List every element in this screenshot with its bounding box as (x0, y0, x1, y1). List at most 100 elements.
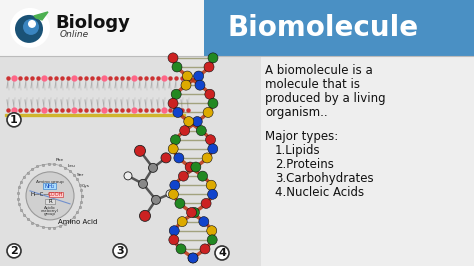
Circle shape (28, 20, 36, 28)
FancyBboxPatch shape (44, 183, 56, 189)
Circle shape (187, 207, 197, 218)
Text: Amino Acid: Amino Acid (58, 219, 98, 225)
FancyBboxPatch shape (45, 198, 55, 204)
Text: Amino group: Amino group (36, 180, 64, 184)
Circle shape (190, 207, 200, 218)
Circle shape (194, 71, 204, 81)
Circle shape (198, 171, 208, 181)
Circle shape (152, 195, 161, 204)
Circle shape (174, 153, 184, 163)
Circle shape (171, 135, 181, 145)
Circle shape (7, 244, 21, 258)
Circle shape (208, 189, 218, 199)
Text: Ser: Ser (77, 173, 84, 177)
Text: Online: Online (60, 30, 89, 39)
Circle shape (23, 19, 39, 35)
Circle shape (182, 71, 192, 81)
FancyBboxPatch shape (0, 0, 204, 56)
Circle shape (148, 163, 157, 172)
FancyBboxPatch shape (261, 56, 474, 266)
Text: Phe: Phe (55, 158, 64, 162)
Circle shape (168, 98, 178, 108)
Text: 1: 1 (10, 115, 18, 125)
Text: group: group (44, 212, 56, 216)
Text: molecule that is: molecule that is (265, 78, 360, 91)
Text: 3.Carbohydrates: 3.Carbohydrates (275, 172, 374, 185)
Circle shape (196, 126, 206, 136)
Circle shape (166, 190, 174, 198)
Text: 4.Nucleic Acids: 4.Nucleic Acids (275, 186, 364, 199)
Circle shape (208, 98, 218, 108)
Text: 4: 4 (218, 248, 226, 258)
Circle shape (135, 145, 146, 156)
Circle shape (113, 244, 127, 258)
Text: R: R (48, 199, 52, 204)
Text: Biology: Biology (55, 14, 130, 32)
Circle shape (7, 113, 21, 127)
Circle shape (195, 80, 205, 90)
Text: Acidic: Acidic (44, 206, 56, 210)
Text: Major types:: Major types: (265, 130, 338, 143)
Circle shape (205, 89, 215, 99)
Circle shape (191, 162, 201, 172)
Circle shape (199, 217, 209, 227)
Circle shape (26, 172, 74, 220)
Text: Cys: Cys (82, 184, 90, 188)
Circle shape (169, 235, 179, 245)
Circle shape (184, 117, 194, 127)
Circle shape (161, 153, 171, 163)
Text: A biomolecule is a: A biomolecule is a (265, 64, 373, 77)
Circle shape (208, 53, 218, 63)
FancyBboxPatch shape (49, 192, 64, 197)
Text: Leu: Leu (67, 164, 75, 168)
Circle shape (170, 180, 180, 190)
Text: 2.Proteins: 2.Proteins (275, 158, 334, 171)
Circle shape (202, 153, 212, 163)
Text: 3: 3 (116, 246, 124, 256)
Circle shape (173, 107, 183, 118)
Text: 1.Lipids: 1.Lipids (275, 144, 320, 157)
Circle shape (172, 62, 182, 72)
Circle shape (176, 244, 186, 254)
Circle shape (139, 210, 151, 221)
Circle shape (188, 253, 198, 263)
Circle shape (177, 217, 187, 227)
Circle shape (124, 172, 132, 180)
Circle shape (175, 198, 185, 209)
Text: H—C—: H—C— (30, 192, 49, 197)
Circle shape (138, 179, 147, 188)
Circle shape (169, 226, 179, 236)
Circle shape (208, 144, 218, 154)
Circle shape (171, 89, 181, 99)
Text: carbonyl: carbonyl (41, 209, 59, 213)
Circle shape (206, 180, 216, 190)
Circle shape (207, 226, 217, 236)
Polygon shape (34, 12, 48, 20)
Circle shape (168, 144, 178, 154)
Circle shape (15, 15, 43, 43)
Text: Biomolecule: Biomolecule (228, 14, 419, 42)
Circle shape (188, 253, 198, 263)
Circle shape (168, 53, 178, 63)
Circle shape (168, 189, 178, 199)
Circle shape (215, 246, 229, 260)
Text: NH₂: NH₂ (45, 184, 55, 189)
Circle shape (201, 198, 211, 209)
Circle shape (207, 235, 217, 245)
Circle shape (203, 107, 213, 118)
Circle shape (206, 135, 216, 145)
Text: produced by a living: produced by a living (265, 92, 386, 105)
Text: COOH: COOH (48, 192, 64, 197)
FancyBboxPatch shape (204, 0, 474, 56)
Circle shape (185, 162, 195, 172)
Circle shape (192, 117, 202, 127)
Circle shape (180, 126, 190, 136)
FancyBboxPatch shape (0, 56, 474, 266)
Circle shape (10, 8, 50, 48)
Circle shape (200, 244, 210, 254)
Text: organism..: organism.. (265, 106, 328, 119)
Circle shape (204, 62, 214, 72)
Text: 2: 2 (10, 246, 18, 256)
Circle shape (178, 171, 189, 181)
Circle shape (181, 80, 191, 90)
